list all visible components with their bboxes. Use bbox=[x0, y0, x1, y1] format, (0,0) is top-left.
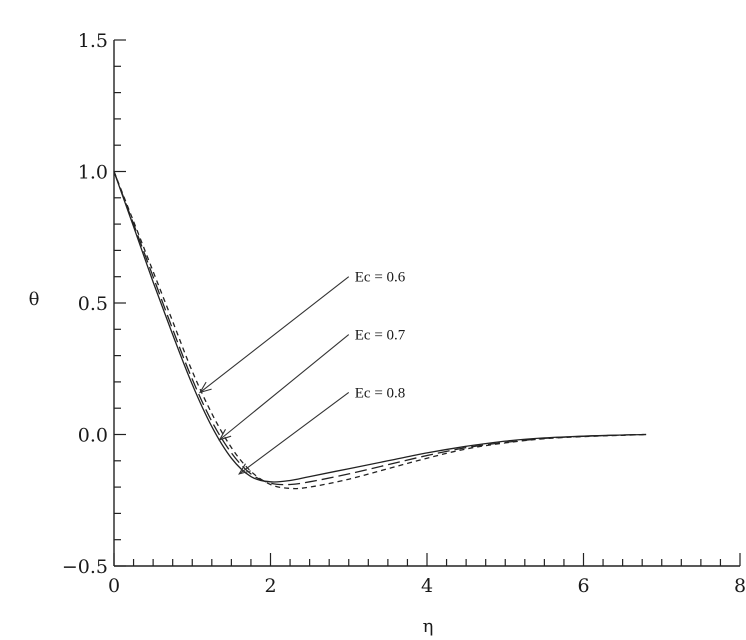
annotation-arrowhead bbox=[198, 381, 212, 394]
x-tick-label: 2 bbox=[264, 575, 276, 597]
x-tick-label: 8 bbox=[734, 575, 746, 597]
y-tick-label: 1.5 bbox=[78, 30, 108, 52]
y-tick-label: −0.5 bbox=[62, 556, 108, 578]
series-line-3 bbox=[113, 171, 647, 490]
x-axis-label: η bbox=[423, 616, 434, 637]
y-axis-label: θ bbox=[29, 289, 40, 310]
tick-labels: 0 2 4 6 8 −0.5 0.0 0.5 1.0 1.5 bbox=[62, 30, 746, 597]
annotations: Ec = 0.6 Ec = 0.7 Ec = 0.8 bbox=[198, 270, 406, 475]
x-tick-label: 6 bbox=[577, 575, 589, 597]
annotation-label: Ec = 0.6 bbox=[355, 270, 406, 286]
y-tick-label: 0.0 bbox=[78, 425, 108, 447]
annotation-arrowhead bbox=[218, 429, 232, 441]
x-tick-label: 4 bbox=[421, 575, 433, 597]
annotation-arrow-line bbox=[219, 334, 350, 441]
annotation-arrowhead bbox=[238, 463, 251, 475]
annotation-arrow-line bbox=[199, 276, 350, 393]
y-tick-label: 1.0 bbox=[78, 162, 108, 184]
annotation-arrow-line bbox=[238, 391, 350, 475]
tick-marks bbox=[113, 39, 741, 567]
curves bbox=[113, 171, 647, 490]
x-tick-label: 0 bbox=[108, 575, 120, 597]
axes bbox=[113, 40, 740, 567]
y-tick-label: 0.5 bbox=[78, 293, 108, 315]
annotation-label: Ec = 0.8 bbox=[355, 385, 406, 401]
annotation-label: Ec = 0.7 bbox=[355, 328, 406, 344]
